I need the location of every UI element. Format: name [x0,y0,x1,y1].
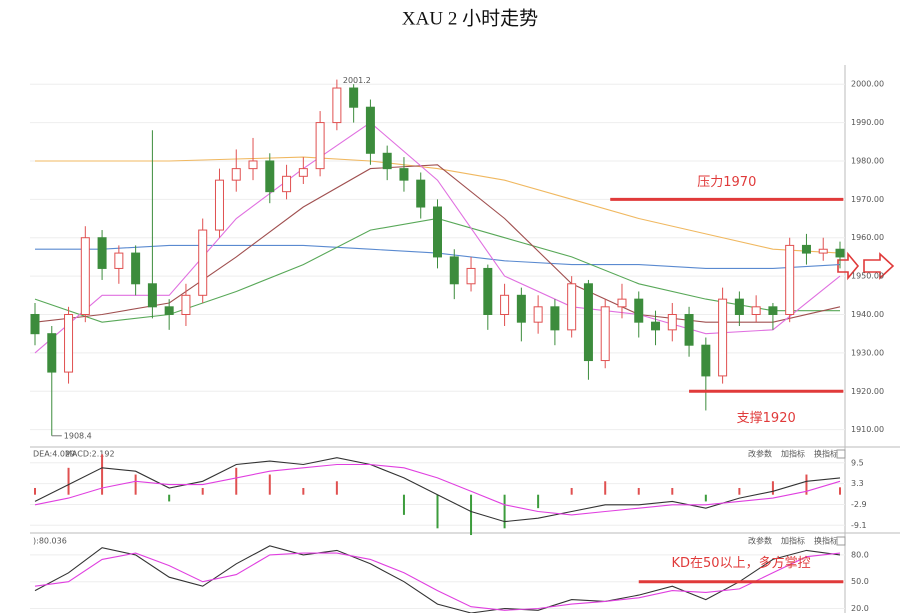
candle-body [617,298,627,308]
y-tick-label: 1950.00 [851,272,884,281]
y-tick-label: 1910.00 [851,425,884,434]
candle-body [449,256,459,285]
candle-body [416,179,426,208]
toolbar-button[interactable]: 改参数 [748,449,772,459]
candle-body [248,160,258,170]
indicator-label: MACD:2.192 [65,450,115,459]
line [35,156,841,254]
toolbar-button[interactable]: 换指标 [814,449,838,459]
y-tick-label: 3.3 [851,479,864,488]
line [34,552,841,611]
candle-body [131,252,141,285]
arrow-icon [837,251,895,281]
y-tick-label: 50.0 [851,577,869,586]
candle-body [567,283,577,331]
y-tick-label: 20.0 [851,604,869,613]
candle-body [466,267,476,285]
candle-body [634,298,644,323]
candle-body [835,248,845,258]
y-tick-label: 1920.00 [851,387,884,396]
candle-body [667,313,677,331]
toolbar-button[interactable]: 换指标 [814,536,838,546]
candle-body [684,313,694,346]
candle-body [64,313,74,373]
y-tick-label: 2000.00 [851,80,884,89]
level-label: 支撑1920 [737,411,796,426]
y-tick-label: -2.9 [851,500,867,509]
low-label: 1908.4 [64,431,92,440]
candle-body [734,298,744,315]
candle-body [231,168,241,181]
level-label: 压力1970 [697,175,756,190]
close-button[interactable] [836,449,846,459]
y-tick-label: 1990.00 [851,118,884,127]
candle-body [801,244,811,254]
candle-body [332,87,342,124]
candle-body [516,294,526,323]
candle-body [701,344,711,377]
line [34,457,841,523]
line [34,463,841,516]
candle-body [768,306,778,315]
candle-body [550,306,560,331]
candle-body [47,333,57,373]
y-tick-label: 1930.00 [851,348,884,357]
line [34,545,841,613]
candle-body [533,306,543,323]
candle-body [80,237,90,315]
candle-body [114,252,124,269]
y-tick-label: 1960.00 [851,233,884,242]
close-button[interactable] [836,536,846,546]
indicator-label: DEA:4.029 [33,450,75,459]
candle-body [97,237,107,269]
candle-body [483,267,493,315]
y-tick-label: 1980.00 [851,156,884,165]
candle-body [147,283,157,308]
candle-body [282,175,292,193]
chart-title: XAU 2 小时走势 [402,7,538,29]
candle-body [818,248,828,254]
candle-body [30,313,40,335]
toolbar-button[interactable]: 加指标 [781,449,805,459]
candle-body [315,122,325,170]
candle-body [265,160,275,193]
candle-body [181,294,191,315]
candle-body [718,298,728,377]
candle-body [785,244,795,315]
candle-body [399,168,409,181]
candle-body [164,306,174,315]
toolbar-button[interactable]: 加指标 [781,536,805,546]
candle-body [382,152,392,170]
level-label: KD在50以上，多方掌控 [672,555,811,571]
y-tick-label: 1970.00 [851,195,884,204]
candle-body [500,294,510,315]
candle-body [214,179,224,231]
y-tick-label: 9.5 [851,458,864,467]
candle-body [600,306,610,362]
line [34,121,841,354]
candle-body [433,206,442,258]
candle-body [349,87,359,108]
candle-body [365,106,375,154]
y-tick-label: 1940.00 [851,310,884,319]
toolbar-button[interactable]: 改参数 [748,536,772,546]
candle-body [651,321,661,331]
indicator-label: ):80.036 [33,537,67,546]
candle-body [298,168,308,177]
y-tick-label: -9.1 [851,521,867,530]
candle-body [751,306,761,315]
y-tick-label: 80.0 [851,550,869,559]
candle-body [583,283,593,362]
candle-body [198,229,208,296]
high-label: 2001.2 [343,76,371,85]
